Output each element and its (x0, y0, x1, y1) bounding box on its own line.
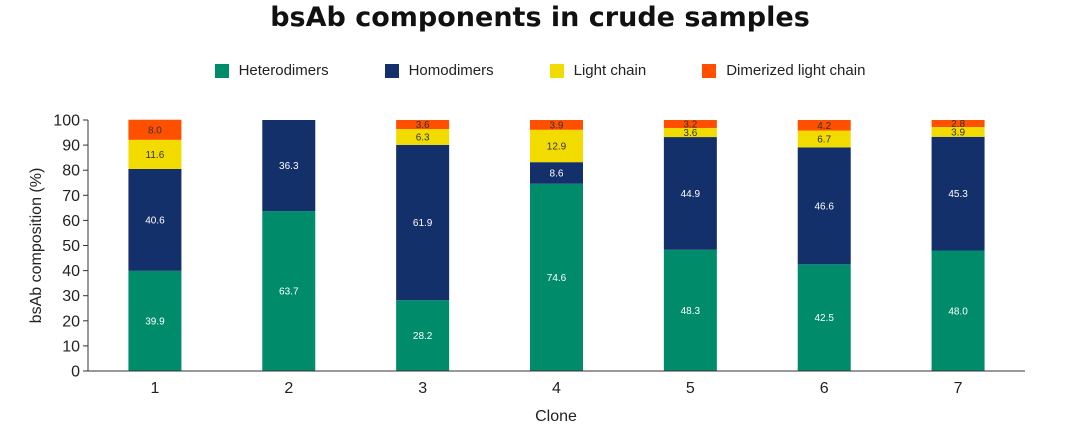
legend-swatch (702, 63, 717, 78)
bar-dimerized-light-chain-clone-3 (396, 120, 450, 130)
bar-homodimers-clone-1 (128, 168, 182, 271)
legend-swatch (214, 63, 229, 78)
y-tick-label: 80 (62, 163, 80, 180)
y-tick-label: 20 (62, 313, 80, 330)
bar-dimerized-light-chain-clone-5 (663, 120, 717, 129)
legend-swatch (384, 63, 399, 78)
data-label: 48.3 (681, 306, 701, 317)
bar-heterodimers-clone-4 (530, 183, 583, 371)
bar-dimerized-light-chain-clone-4 (530, 120, 583, 130)
y-tick-label: 40 (62, 263, 80, 280)
data-label: 74.6 (547, 273, 567, 284)
data-label: 36.3 (279, 161, 299, 172)
bar-heterodimers-clone-3 (396, 300, 450, 371)
x-tick-label: 1 (150, 380, 159, 397)
bar-heterodimers-clone-2 (262, 211, 316, 371)
data-label: 39.9 (145, 316, 165, 327)
x-tick-label: 6 (820, 380, 829, 397)
chart-title: bsAb components in crude samples (270, 2, 810, 33)
bar-homodimers-clone-6 (797, 147, 851, 265)
legend-item-heterodimers: Heterodimers (214, 62, 329, 79)
bar-homodimers-clone-5 (663, 137, 717, 250)
data-label: 3.6 (683, 128, 697, 139)
legend-label: Homodimers (408, 62, 494, 79)
bar-light-chain-clone-1 (128, 139, 182, 169)
bar-dimerized-light-chain-clone-7 (931, 120, 985, 128)
data-label: 11.6 (146, 150, 165, 161)
bar-heterodimers-clone-6 (797, 264, 851, 371)
data-label: 61.9 (413, 218, 433, 229)
bar-heterodimers-clone-1 (128, 270, 182, 371)
data-label: 3.6 (416, 120, 430, 131)
data-label: 6.3 (416, 132, 430, 143)
bar-dimerized-light-chain-clone-6 (797, 120, 851, 131)
x-tick-label: 3 (418, 380, 427, 397)
y-tick-label: 50 (62, 238, 80, 255)
bar-homodimers-clone-4 (530, 162, 583, 184)
x-axis-label: Clone (535, 408, 577, 425)
bar-homodimers-clone-7 (931, 136, 985, 251)
bar-heterodimers-clone-7 (931, 250, 985, 371)
data-label: 48.0 (948, 306, 968, 317)
data-label: 46.6 (814, 201, 834, 212)
legend-label: Heterodimers (238, 62, 329, 79)
y-tick-label: 70 (62, 188, 80, 205)
data-label: 63.7 (279, 287, 299, 298)
bar-light-chain-clone-5 (663, 128, 717, 138)
y-tick-label: 90 (62, 138, 80, 155)
data-label: 42.5 (814, 313, 834, 324)
data-label: 28.2 (413, 331, 433, 342)
data-label: 8.6 (550, 168, 564, 179)
bar-light-chain-clone-3 (396, 129, 450, 145)
data-label: 12.9 (547, 141, 567, 152)
bar-dimerized-light-chain-clone-1 (128, 119, 182, 140)
data-label: 3.9 (951, 127, 965, 138)
x-tick-label: 4 (552, 380, 561, 397)
bar-light-chain-clone-7 (931, 127, 985, 137)
data-label: 3.2 (683, 120, 697, 131)
data-label: 44.9 (681, 189, 701, 200)
legend-item-light-chain: Light chain (549, 62, 647, 79)
data-label: 8.0 (148, 125, 162, 136)
bar-light-chain-clone-6 (797, 130, 851, 148)
data-label: 4.2 (817, 121, 831, 132)
data-label: 6.7 (817, 134, 831, 145)
bar-homodimers-clone-3 (396, 144, 450, 301)
data-label: 3.9 (550, 120, 564, 131)
legend-swatch (549, 63, 564, 78)
y-tick-label: 100 (53, 113, 80, 130)
data-label: 2.8 (951, 119, 965, 130)
x-tick-label: 5 (686, 380, 695, 397)
x-tick-label: 2 (284, 380, 293, 397)
data-label: 45.3 (948, 189, 968, 200)
y-tick-label: 60 (62, 213, 80, 230)
y-tick-label: 0 (71, 364, 80, 381)
y-axis-label: bsAb composition (%) (28, 168, 45, 324)
bar-homodimers-clone-2 (262, 120, 316, 212)
bar-heterodimers-clone-5 (663, 249, 717, 371)
legend-item-dimerized-light-chain: Dimerized light chain (702, 62, 865, 79)
data-label: 40.6 (145, 215, 165, 226)
y-tick-label: 10 (62, 338, 80, 355)
bar-light-chain-clone-4 (530, 129, 583, 163)
x-tick-label: 7 (954, 380, 963, 397)
legend-label: Light chain (573, 62, 647, 79)
legend: Heterodimers Homodimers Light chain Dimeriz… (0, 62, 1080, 79)
legend-label: Dimerized light chain (726, 62, 866, 79)
y-tick-label: 30 (62, 288, 80, 305)
legend-item-homodimers: Homodimers (384, 62, 494, 79)
